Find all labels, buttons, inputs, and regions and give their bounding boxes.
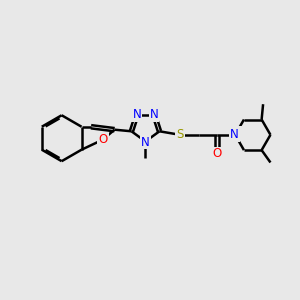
Text: N: N: [141, 136, 150, 148]
Text: N: N: [150, 108, 158, 121]
Text: N: N: [230, 128, 239, 141]
Text: O: O: [98, 133, 108, 146]
Text: S: S: [176, 128, 184, 141]
Text: N: N: [232, 127, 241, 140]
Text: O: O: [212, 148, 221, 160]
Text: N: N: [132, 108, 141, 121]
